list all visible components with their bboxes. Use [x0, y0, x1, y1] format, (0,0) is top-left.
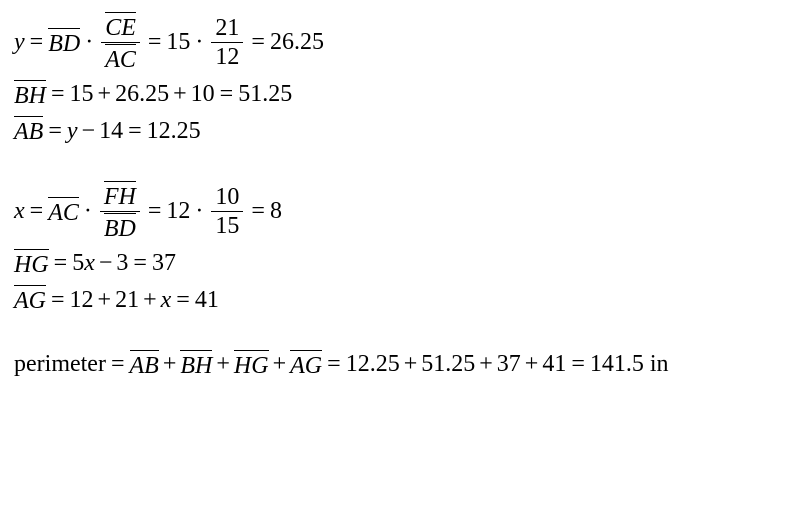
frac-bar	[211, 211, 243, 212]
plus: +	[216, 351, 230, 379]
equals: =	[30, 29, 44, 57]
result-37: 37	[152, 250, 176, 278]
num-21: 21	[211, 15, 243, 41]
equals: =	[327, 351, 341, 379]
plus: +	[173, 81, 187, 109]
dot: ·	[85, 29, 93, 57]
equation-BH: BH = 15 + 26.25 + 10 = 51.25	[14, 80, 786, 111]
coef-5: 5	[72, 250, 84, 278]
n-10: 10	[191, 81, 215, 109]
num-15: 15	[166, 29, 190, 57]
frac-bar	[101, 42, 140, 43]
seg-FH: FH	[104, 181, 136, 210]
equals: =	[54, 250, 68, 278]
unit-in: in	[650, 351, 669, 379]
var-x: x	[161, 287, 172, 315]
n-15: 15	[211, 213, 243, 239]
equals: =	[111, 351, 125, 379]
equation-x: x = AC · FH BD = 12 · 10 15 = 8	[14, 181, 786, 243]
plus: +	[163, 351, 177, 379]
minus: −	[82, 118, 96, 146]
plus: +	[273, 351, 287, 379]
frac-10-15: 10 15	[211, 184, 243, 240]
n-41: 41	[542, 351, 566, 379]
equals: =	[128, 118, 142, 146]
equals: =	[148, 29, 162, 57]
var-y: y	[14, 29, 25, 57]
plus: +	[143, 287, 157, 315]
equals: =	[51, 287, 65, 315]
equals: =	[571, 351, 585, 379]
n-12: 12	[166, 198, 190, 226]
result-51-25: 51.25	[238, 81, 292, 109]
seg-AC: AC	[105, 44, 136, 73]
n-3: 3	[116, 250, 128, 278]
equation-HG: HG = 5x − 3 = 37	[14, 249, 786, 280]
equals: =	[48, 118, 62, 146]
equals: =	[148, 198, 162, 226]
n-10: 10	[211, 184, 243, 210]
frac-bar	[211, 42, 243, 43]
equation-AG: AG = 12 + 21 + x = 41	[14, 285, 786, 316]
var-x: x	[84, 250, 95, 278]
frac-bar	[100, 211, 140, 212]
result-141-5: 141.5	[590, 351, 644, 379]
seg-BH: BH	[180, 350, 212, 381]
seg-AB: AB	[14, 116, 43, 147]
n-12: 12	[70, 287, 94, 315]
seg-CE: CE	[105, 12, 136, 41]
n-12-25: 12.25	[346, 351, 400, 379]
equation-y: y = BD · CE AC = 15 · 21 12 = 26.25	[14, 12, 786, 74]
plus: +	[98, 81, 112, 109]
result-12-25: 12.25	[147, 118, 201, 146]
n-14: 14	[99, 118, 123, 146]
result-8: 8	[270, 198, 282, 226]
seg-BD: BD	[48, 28, 80, 59]
equals: =	[133, 250, 147, 278]
seg-AG: AG	[14, 285, 46, 316]
seg-BD: BD	[104, 213, 136, 242]
spacer	[14, 322, 786, 350]
equation-perimeter: perimeter = AB + BH + HG + AG = 12.25 + …	[14, 350, 786, 381]
minus: −	[99, 250, 113, 278]
plus: +	[525, 351, 539, 379]
plus: +	[479, 351, 493, 379]
seg-AB: AB	[130, 350, 159, 381]
num-12: 12	[211, 44, 243, 70]
n-21: 21	[115, 287, 139, 315]
math-worksheet: y = BD · CE AC = 15 · 21 12 = 26.25 BH =…	[0, 0, 800, 399]
equals: =	[30, 198, 44, 226]
n-15: 15	[70, 81, 94, 109]
plus: +	[404, 351, 418, 379]
result-41: 41	[195, 287, 219, 315]
dot: ·	[195, 198, 203, 226]
equals: =	[176, 287, 190, 315]
equation-AB: AB = y − 14 = 12.25	[14, 116, 786, 147]
seg-HG: HG	[14, 249, 49, 280]
plus: +	[98, 287, 112, 315]
seg-AC: AC	[48, 197, 79, 228]
equals: =	[51, 81, 65, 109]
frac-FH-BD: FH BD	[100, 181, 140, 243]
n-26-25: 26.25	[115, 81, 169, 109]
dot: ·	[84, 198, 92, 226]
frac-CE-AC: CE AC	[101, 12, 140, 74]
seg-AG: AG	[290, 350, 322, 381]
equals: =	[251, 29, 265, 57]
var-y: y	[67, 118, 78, 146]
seg-HG: HG	[234, 350, 269, 381]
spacer	[14, 153, 786, 181]
var-x: x	[14, 198, 25, 226]
word-perimeter: perimeter	[14, 351, 106, 379]
equals: =	[251, 198, 265, 226]
n-37: 37	[497, 351, 521, 379]
equals: =	[220, 81, 234, 109]
seg-BH: BH	[14, 80, 46, 111]
n-51-25: 51.25	[421, 351, 475, 379]
dot: ·	[195, 29, 203, 57]
result-26-25: 26.25	[270, 29, 324, 57]
frac-21-12: 21 12	[211, 15, 243, 71]
